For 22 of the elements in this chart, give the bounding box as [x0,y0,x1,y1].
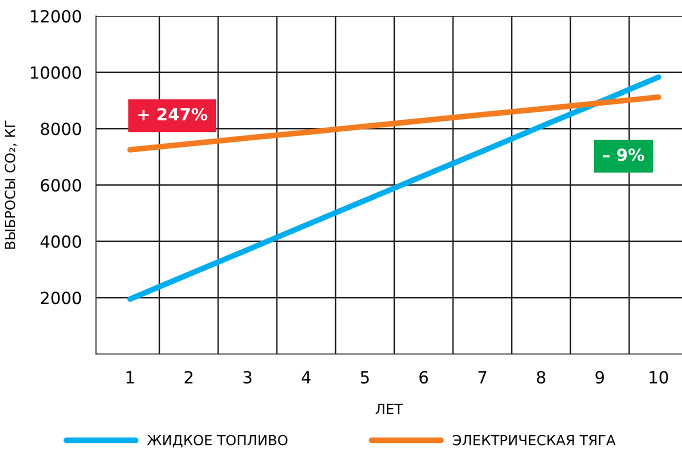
y-tick-label: 12000 [30,10,82,23]
y-tick-label: 4000 [40,235,82,248]
x-tick-label: 8 [536,370,546,384]
y-tick-label: 6000 [40,178,82,192]
x-tick-label: 5 [360,371,369,384]
x-tick-label: 1 [126,371,134,384]
legend-label: ЖИДКОЕ ТОПЛИВО [147,434,288,448]
annotation: + 247% [138,108,208,121]
y-axis-title: ВЫБРОСЫ CO₂, КГ [4,120,17,249]
y-tick-label: 10000 [30,66,82,79]
x-tick-label: 6 [420,370,428,384]
legend-label: ЭЛЕКТРИЧЕСКАЯ ТЯГА [452,434,616,446]
x-tick-label: 4 [302,371,311,384]
x-tick-label: 7 [478,371,486,384]
x-tick-label: 2 [184,370,192,384]
x-tick-label: 3 [243,370,252,384]
x-tick-label: 9 [596,370,604,384]
annotation: – 9% [603,148,644,162]
x-axis-title: ЛЕТ [376,404,403,414]
y-tick-label: 2000 [40,292,82,304]
x-tick-label: 10 [650,370,668,384]
y-tick-label: 8000 [40,122,82,136]
